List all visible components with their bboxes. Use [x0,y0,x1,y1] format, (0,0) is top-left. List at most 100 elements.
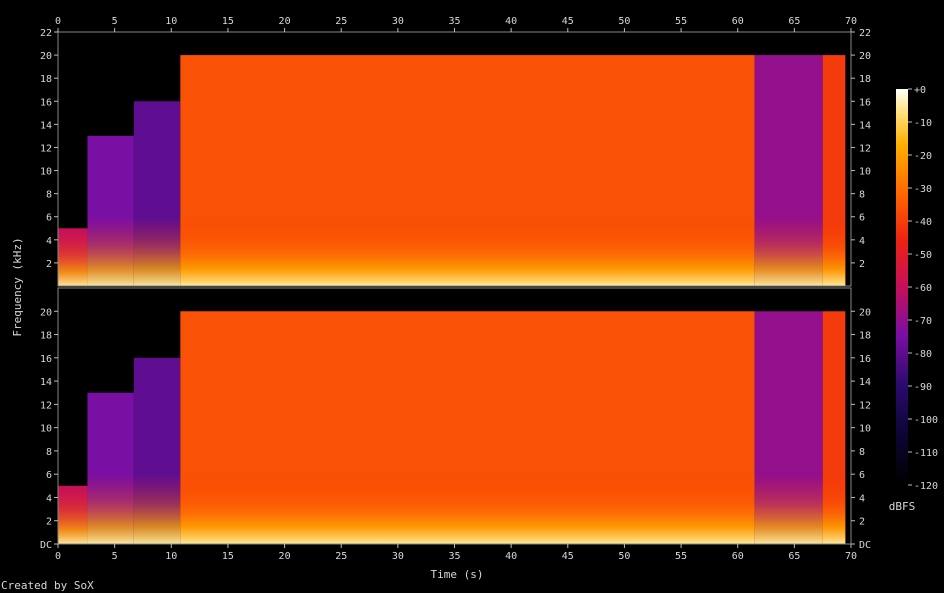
y-tick-label: 6 [46,213,52,224]
y-tick-label: 6 [859,470,865,481]
spectrogram-panels [57,31,852,545]
y-tick-label: 2 [46,517,52,528]
low-band-energy-ch2-0 [58,485,88,544]
colorbar-tick-label: -110 [914,448,938,459]
y-tick-label: DC [40,540,52,551]
x-tick-label: 20 [279,16,291,27]
y-tick-label: 16 [859,97,871,108]
x-tick-label: 70 [845,551,857,562]
y-tick-label: 10 [859,167,871,178]
y-tick-label: 16 [40,354,52,365]
x-tick-label: 5 [112,551,118,562]
colorbar-tick-label: -80 [914,349,932,360]
y-tick-label: 12 [859,400,871,411]
x-tick-label: 40 [505,551,517,562]
y-tick-label: 8 [859,447,865,458]
low-band-energy-ch1-3 [180,216,755,286]
x-tick-label: 60 [732,16,744,27]
x-tick-label: 20 [279,551,291,562]
y-tick-label: 20 [40,51,52,62]
colorbar-tick-label: -10 [914,118,932,129]
x-axis-bottom: 0 5 10 15 20 25 30 35 40 45 50 55 60 65 70 [55,544,857,562]
y-tick-label: 12 [40,143,52,154]
y-tick-label: 4 [46,236,52,247]
y-axis-left: 2 4 6 8 10 12 14 16 18 20 22 DC 2 4 6 8 10 12 14 16 18 20 [40,28,58,551]
y-tick-label: 12 [40,400,52,411]
low-band-energy-ch1-2 [133,216,181,286]
y-tick-label: 4 [859,236,865,247]
x-tick-label: 45 [562,551,574,562]
colorbar-tick-label: +0 [914,85,926,96]
y-tick-label: 4 [46,493,52,504]
x-tick-label: 45 [562,16,574,27]
y-tick-label: 14 [40,377,52,388]
colorbar-tick-label: -70 [914,316,932,327]
x-tick-label: 30 [392,551,404,562]
y-tick-label: 22 [859,28,871,39]
low-band-energy-ch2-5 [822,474,846,544]
y-tick-label: DC [859,540,871,551]
x-tick-label: 30 [392,16,404,27]
y-axis-right: 2 4 6 8 10 12 14 16 18 20 22 DC 2 4 6 8 10 12 14 16 18 20 [851,28,871,551]
y-tick-label: 14 [859,377,871,388]
x-tick-label: 35 [448,16,460,27]
y-tick-label: 6 [46,470,52,481]
low-band-energy-ch1-0 [58,228,88,286]
x-tick-label: 65 [788,16,800,27]
y-tick-label: 8 [46,190,52,201]
x-tick-label: 35 [448,551,460,562]
colorbar-tick-label: -50 [914,250,932,261]
y-tick-label: 16 [40,97,52,108]
x-tick-label: 25 [335,551,347,562]
y-tick-label: 18 [859,74,871,85]
y-tick-label: 18 [40,74,52,85]
x-tick-label: 55 [675,551,687,562]
y-tick-label: 14 [40,120,52,131]
x-tick-label: 0 [55,16,61,27]
y-tick-label: 20 [40,307,52,318]
x-tick-label: 70 [845,16,857,27]
y-tick-label: 18 [859,331,871,342]
y-tick-label: 10 [40,424,52,435]
y-axis-label: Frequency (kHz) [11,237,24,336]
x-axis-top: 0 5 10 15 20 25 30 35 40 45 50 55 60 65 70 [55,16,857,32]
y-tick-label: 2 [859,259,865,270]
colorbar-tick-label: -120 [914,481,938,492]
x-tick-label: 10 [165,16,177,27]
colorbar-tick-label: -20 [914,151,932,162]
y-tick-label: 10 [859,424,871,435]
y-tick-label: 20 [859,307,871,318]
x-tick-label: 60 [732,551,744,562]
y-tick-label: 10 [40,167,52,178]
y-tick-label: 8 [46,447,52,458]
x-tick-label: 10 [165,551,177,562]
x-tick-label: 0 [55,551,61,562]
x-tick-label: 15 [222,16,234,27]
low-band-energy-ch2-3 [180,474,755,544]
y-tick-label: 2 [859,517,865,528]
colorbar-tick-label: -60 [914,283,932,294]
x-tick-label: 50 [618,16,630,27]
y-tick-label: 6 [859,213,865,224]
x-axis-label: Time (s) [431,568,484,581]
x-tick-label: 15 [222,551,234,562]
x-tick-label: 55 [675,16,687,27]
x-tick-label: 25 [335,16,347,27]
colorbar-label: dBFS [889,500,916,513]
colorbar-tick-label: -40 [914,217,932,228]
colorbar [896,89,908,485]
low-band-energy-ch2-4 [754,474,823,544]
low-band-energy-ch1-1 [87,216,134,286]
x-tick-label: 50 [618,551,630,562]
low-band-energy-ch2-2 [133,474,181,544]
low-band-energy-ch1-4 [754,216,823,286]
y-tick-label: 14 [859,120,871,131]
colorbar-tick-label: -90 [914,382,932,393]
y-tick-label: 4 [859,493,865,504]
y-tick-label: 16 [859,354,871,365]
y-tick-label: 2 [46,259,52,270]
y-tick-label: 12 [859,143,871,154]
y-tick-label: 8 [859,190,865,201]
y-tick-label: 20 [859,51,871,62]
